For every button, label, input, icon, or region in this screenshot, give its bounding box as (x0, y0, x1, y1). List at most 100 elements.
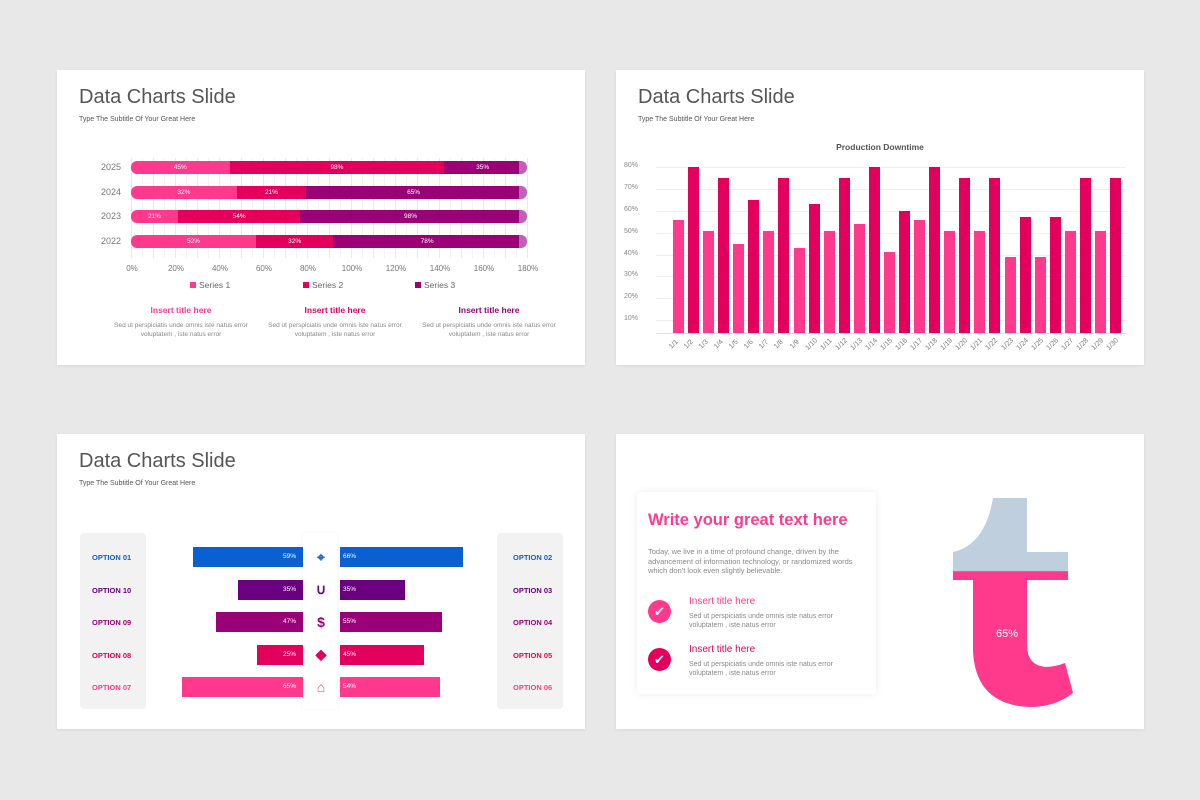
slide-subtitle: Type The Subtitle Of Your Great Here (79, 116, 196, 123)
gridline (656, 167, 1126, 169)
right-options-panel (497, 533, 563, 709)
legend-item: Series 2 (303, 280, 343, 290)
item-text: Sed ut perspiciatis unde omnis iste natu… (689, 613, 833, 629)
legend-label: Series 3 (424, 280, 456, 290)
option-label-left: OPTION 07 (92, 683, 132, 692)
x-tick-label: 1/16 (894, 337, 910, 352)
x-tick-label: 1/15 (879, 337, 895, 352)
gridline (340, 158, 341, 258)
slide-text-gauge[interactable]: Write your great text here Today, we liv… (616, 434, 1144, 729)
bar-segment (300, 210, 522, 224)
gridline (656, 210, 1126, 212)
gridline (395, 158, 396, 258)
x-tick-label: 1/29 (1090, 337, 1106, 352)
item-title: Insert title here (689, 644, 756, 655)
gridline (142, 158, 143, 258)
bar (808, 204, 820, 333)
bar (1094, 230, 1106, 333)
legend-item: Series 3 (415, 280, 455, 290)
card-body: Today, we live in a time of profound cha… (648, 547, 853, 575)
bar (974, 230, 986, 333)
bar (944, 230, 956, 333)
gridline (131, 158, 132, 258)
x-tick-label: 1/5 (728, 338, 741, 351)
y-tick-label: 80% (624, 162, 639, 170)
y-tick-label: 40% (624, 249, 639, 257)
right-bar (340, 644, 424, 665)
bar-data-label: 98% (404, 213, 418, 221)
bar (748, 199, 760, 333)
bar-data-label: 21% (148, 213, 162, 221)
bar-data-label: 98% (330, 164, 344, 171)
y-tick-label: 2025 (101, 162, 122, 172)
gridline (417, 158, 418, 258)
bar-end-cap (519, 235, 527, 249)
bar-data-label: 54% (232, 213, 246, 221)
gridline (516, 158, 517, 258)
bar (853, 223, 865, 333)
gridline (175, 158, 176, 258)
bar (883, 252, 895, 333)
slide-stacked-bar[interactable]: Data Charts Slide Type The Subtitle Of Y… (57, 70, 585, 365)
bar (718, 178, 730, 333)
gridline (362, 158, 363, 258)
column-text: Sed ut perspiciatis unde omnis iste natu… (114, 322, 248, 338)
left-bar (237, 579, 303, 600)
slide-butterfly-chart[interactable]: Data Charts Slide Type The Subtitle Of Y… (57, 434, 585, 729)
gridline (505, 158, 506, 258)
x-tick-label: 1/22 (984, 337, 1000, 352)
x-tick-label: 1/4 (713, 338, 725, 351)
y-tick-label: 10% (624, 315, 639, 323)
x-tick-label: 0% (126, 264, 138, 273)
x-tick-label: 40% (211, 264, 228, 273)
bar (823, 230, 835, 333)
y-tick-label: 70% (624, 183, 639, 191)
slide-column-chart[interactable]: Data Charts Slide Type The Subtitle Of Y… (616, 70, 1144, 365)
right-bar (340, 612, 443, 632)
x-tick-label: 1/6 (743, 338, 756, 351)
item-text: Sed ut perspiciatis unde omnis iste natu… (689, 661, 833, 677)
bar (688, 167, 700, 333)
column-title: Insert title here (150, 305, 212, 315)
text-card: Write your great text here Today, we liv… (637, 492, 876, 694)
gridline (384, 158, 385, 258)
column-text: Sed ut perspiciatis unde omnis iste natu… (268, 322, 402, 338)
left-bar (193, 547, 303, 567)
x-tick-label: 80% (299, 264, 316, 273)
bar (1004, 256, 1016, 333)
bar (868, 167, 880, 333)
gridline (252, 158, 253, 258)
gridline (296, 158, 297, 258)
column-text: Sed ut perspiciatis unde omnis iste natu… (422, 322, 556, 338)
bar (778, 178, 790, 333)
x-tick-label: 1/17 (909, 337, 925, 352)
right-bar-label: 35% (343, 585, 357, 593)
x-tick-label: 1/3 (698, 338, 710, 351)
x-tick-label: 1/7 (758, 338, 771, 351)
x-tick-label: 1/18 (924, 337, 940, 352)
legend-label: Series 1 (199, 280, 231, 290)
bar-segment (236, 185, 308, 199)
x-tick-label: 1/12 (834, 337, 849, 352)
bar (763, 230, 775, 333)
y-tick-label: 60% (624, 205, 639, 213)
gridline (450, 158, 451, 258)
bar-end-cap (519, 210, 527, 224)
gridline (263, 158, 264, 258)
bar-data-label: 35% (476, 164, 490, 171)
bar (1019, 217, 1031, 333)
slide-title: Data Charts Slide (79, 86, 236, 108)
bar-data-label: 78% (420, 238, 434, 246)
legend-swatch (415, 282, 421, 288)
gridline (241, 158, 242, 258)
bar-segment (131, 210, 180, 224)
bar-end-cap (519, 185, 527, 199)
bar-segment (131, 161, 231, 174)
gridline (472, 158, 473, 258)
bar-segment (131, 185, 238, 199)
x-axis-line (656, 333, 1126, 334)
item-title: Insert title here (689, 596, 756, 607)
gridline (208, 158, 209, 258)
bar (793, 248, 805, 333)
bar (929, 167, 941, 333)
